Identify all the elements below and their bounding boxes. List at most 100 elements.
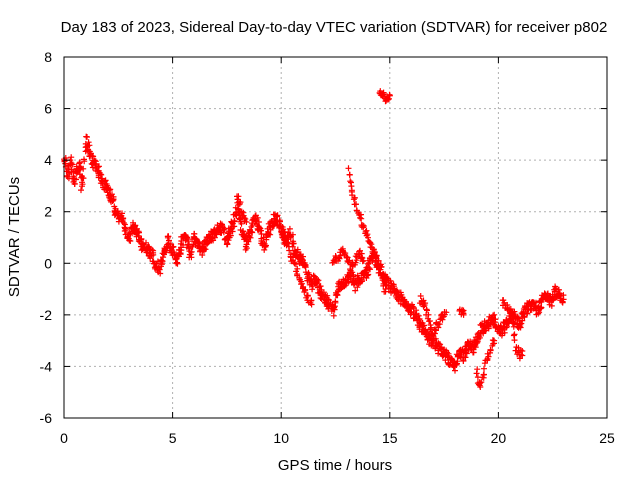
data-point	[68, 154, 75, 161]
data-point	[365, 261, 372, 267]
plot-frame	[63, 56, 608, 419]
data-point	[530, 299, 536, 305]
data-point	[92, 161, 99, 167]
y-tick-label: -4	[40, 358, 53, 374]
data-point	[180, 242, 186, 248]
data-point	[346, 171, 353, 178]
data-point	[287, 251, 294, 258]
data-point	[78, 187, 84, 194]
data-point	[199, 252, 206, 258]
data-point	[294, 265, 301, 272]
data-point	[249, 222, 256, 229]
data-point	[473, 370, 480, 377]
data-point	[302, 264, 309, 271]
data-point	[428, 324, 435, 331]
data-point	[184, 234, 191, 241]
data-point	[177, 251, 184, 258]
data-point	[298, 280, 305, 287]
data-point	[196, 242, 203, 249]
data-point	[257, 227, 264, 234]
data-point	[224, 240, 231, 247]
data-point	[379, 277, 386, 284]
data-point	[201, 245, 208, 252]
data-point	[355, 275, 362, 282]
data-point	[416, 316, 423, 322]
y-tick-label: 6	[44, 101, 52, 117]
data-point	[188, 248, 195, 255]
data-point	[417, 293, 424, 299]
y-tick-label: 4	[44, 152, 52, 168]
data-point	[535, 310, 542, 317]
data-point	[170, 243, 177, 250]
data-point	[371, 249, 378, 256]
data-point	[548, 302, 555, 309]
data-point	[560, 296, 567, 303]
data-point	[85, 139, 92, 146]
data-point	[337, 252, 344, 259]
x-tick-label: 0	[60, 430, 68, 446]
data-point	[282, 235, 289, 242]
data-point	[452, 367, 458, 374]
data-point	[380, 280, 387, 287]
data-point	[352, 287, 359, 294]
data-point	[220, 227, 227, 233]
x-tick-label: 5	[169, 430, 177, 446]
data-point	[347, 178, 354, 185]
data-point	[150, 249, 157, 256]
data-point	[304, 293, 311, 299]
data-point	[557, 295, 564, 302]
data-point	[184, 241, 191, 248]
data-point	[225, 237, 232, 244]
data-point	[519, 348, 526, 354]
data-point	[364, 231, 371, 238]
data-point	[242, 216, 249, 222]
data-point	[127, 238, 134, 244]
data-point	[143, 239, 149, 246]
data-point	[484, 357, 491, 364]
data-point	[330, 312, 337, 319]
data-point	[387, 277, 394, 284]
data-point	[454, 358, 461, 365]
data-point	[254, 214, 261, 221]
data-point	[188, 254, 195, 261]
data-point	[510, 323, 517, 330]
data-point	[156, 266, 163, 273]
data-point	[292, 261, 299, 268]
data-point	[236, 200, 243, 207]
data-point	[487, 346, 494, 353]
data-point	[491, 337, 498, 344]
data-point	[507, 310, 514, 316]
data-point	[533, 299, 539, 306]
data-point	[537, 305, 544, 312]
data-point	[521, 314, 528, 321]
data-point	[110, 197, 117, 203]
data-point	[351, 194, 358, 201]
data-point	[538, 304, 545, 311]
data-point	[556, 290, 563, 297]
data-point	[485, 325, 492, 332]
x-axis-label: GPS time / hours	[278, 457, 392, 474]
data-point	[310, 272, 317, 279]
data-points	[61, 88, 567, 390]
data-point	[290, 257, 296, 264]
data-point	[291, 260, 298, 267]
data-point	[490, 312, 496, 319]
data-point	[235, 193, 242, 200]
data-point	[421, 322, 427, 329]
data-point	[227, 232, 234, 239]
data-point	[174, 259, 180, 266]
x-tick-label: 25	[599, 430, 615, 446]
y-tick-label: 0	[44, 255, 52, 271]
data-point	[76, 159, 83, 166]
data-point	[424, 307, 430, 314]
data-point	[149, 247, 156, 253]
data-point	[481, 365, 487, 372]
data-point	[317, 283, 324, 290]
data-point	[382, 288, 389, 295]
data-point	[325, 296, 331, 303]
data-point	[425, 311, 432, 318]
data-point	[471, 343, 478, 350]
data-point	[290, 240, 297, 247]
data-point	[358, 215, 365, 222]
data-point	[261, 246, 268, 253]
